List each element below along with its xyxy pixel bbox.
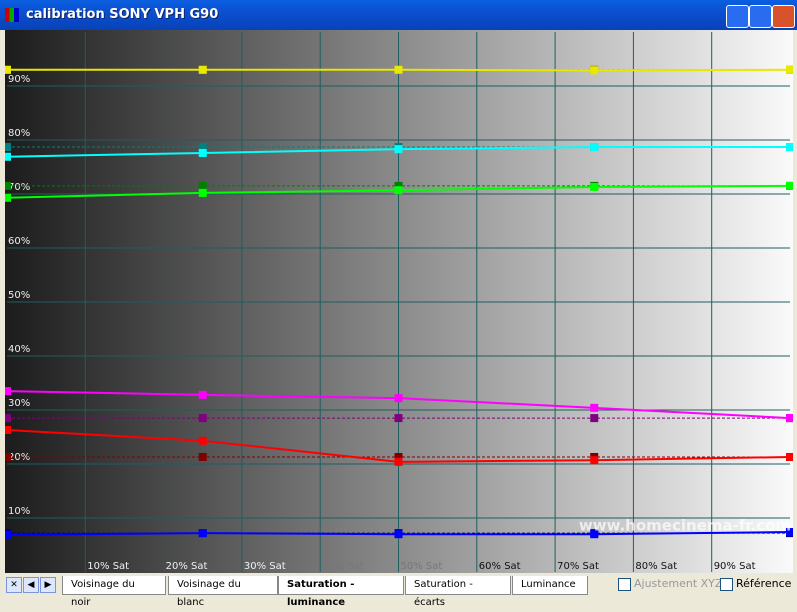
checkbox[interactable]: Référence [720, 577, 791, 591]
data-point [394, 530, 403, 539]
x-tick-label: 20% Sat [166, 561, 208, 572]
x-tick-label: 50% Sat [401, 561, 443, 572]
data-point [5, 181, 11, 190]
data-point [5, 425, 11, 434]
x-tick-label: 60% Sat [479, 561, 521, 572]
tab[interactable]: Luminance [512, 576, 588, 595]
checkbox-box[interactable] [720, 577, 733, 591]
data-point [590, 403, 599, 412]
data-point [394, 457, 403, 466]
tab[interactable]: Saturation - écarts [405, 576, 511, 608]
nav-prev[interactable]: ◀ [23, 577, 39, 593]
data-point [394, 414, 403, 423]
tab[interactable]: Voisinage du blanc [168, 576, 278, 608]
checkbox[interactable]: Ajustement XYZ [618, 577, 722, 591]
data-point [5, 452, 11, 461]
data-point [786, 65, 793, 74]
x-tick-label: 40% Sat [322, 561, 364, 572]
data-point [5, 414, 11, 423]
data-point [5, 530, 11, 539]
checkbox-label: Ajustement XYZ [634, 577, 723, 590]
data-point [198, 65, 207, 74]
y-tick-label: 40% [8, 344, 30, 355]
data-point [198, 188, 207, 197]
y-tick-label: 60% [8, 236, 30, 247]
data-point [5, 193, 11, 202]
data-point [198, 390, 207, 399]
data-point [5, 65, 11, 74]
maximize-button[interactable] [749, 5, 772, 28]
chart: 10% 20% 30% 40% 50% 60% 70% 80% 90% 10% Sat 20% Sa… [5, 30, 793, 573]
x-tick-label: 80% Sat [635, 561, 677, 572]
minimize-button[interactable] [726, 5, 749, 28]
y-tick-label: 20% [8, 452, 30, 463]
data-point [394, 145, 403, 154]
data-point [590, 530, 599, 539]
y-tick-label: 90% [8, 74, 30, 85]
y-tick-label: 80% [8, 128, 30, 139]
data-point [786, 181, 793, 190]
y-tick-label: 50% [8, 290, 30, 301]
data-point [198, 452, 207, 461]
data-point [590, 143, 599, 152]
tab[interactable]: Saturation - luminance [278, 576, 404, 608]
data-point [590, 414, 599, 423]
data-point [786, 143, 793, 152]
window-title: calibration SONY VPH G90 [26, 7, 219, 22]
app-icon [5, 8, 19, 22]
x-tick-label: 30% Sat [244, 561, 286, 572]
data-point [198, 529, 207, 538]
data-point [394, 65, 403, 74]
y-tick-label: 10% [8, 506, 30, 517]
y-tick-label: 70% [8, 182, 30, 193]
nav-close[interactable]: ✕ [6, 577, 22, 593]
data-point [394, 181, 403, 190]
data-point [198, 436, 207, 445]
data-point [394, 186, 403, 195]
data-point [590, 456, 599, 465]
data-point [394, 394, 403, 403]
nav-next[interactable]: ▶ [40, 577, 56, 593]
checkbox-box[interactable] [618, 577, 631, 591]
data-point [786, 528, 793, 537]
data-point [590, 182, 599, 191]
data-point [198, 181, 207, 190]
x-tick-label: 10% Sat [87, 561, 129, 572]
title-bar: calibration SONY VPH G90 [0, 0, 797, 30]
data-point [198, 148, 207, 157]
data-point [5, 143, 11, 152]
data-point [590, 66, 599, 75]
x-tick-label: 90% Sat [714, 561, 756, 572]
y-tick-label: 30% [8, 398, 30, 409]
tab[interactable]: Voisinage du noir [62, 576, 166, 608]
tab-bar: ✕ ◀ ▶ Voisinage du noir Voisinage du blan… [0, 574, 797, 608]
checkbox-label: Référence [736, 577, 792, 590]
data-point [198, 414, 207, 423]
x-tick-label: 70% Sat [557, 561, 599, 572]
data-point [394, 452, 403, 461]
data-point [786, 452, 793, 461]
close-button[interactable] [772, 5, 795, 28]
data-point [198, 143, 207, 152]
watermark: www.homecinema-fr.com [579, 517, 791, 535]
data-point [5, 387, 11, 396]
data-point [5, 152, 11, 161]
data-point [786, 414, 793, 423]
